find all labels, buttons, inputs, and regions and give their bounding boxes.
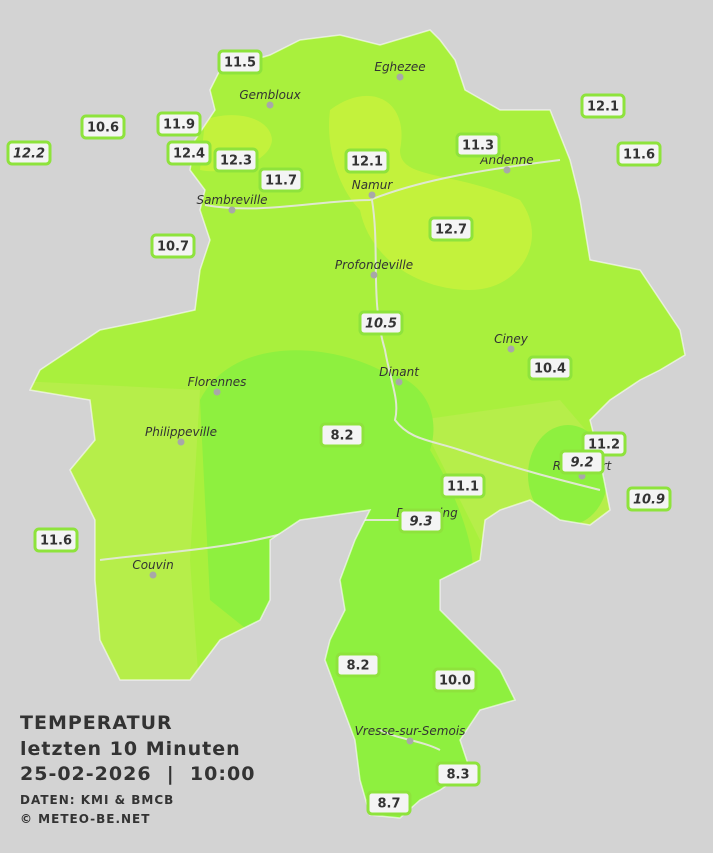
station-box	[319, 422, 365, 448]
station-box	[626, 486, 672, 512]
city-dot	[507, 345, 515, 353]
station-box	[428, 216, 474, 242]
station-value: 11.3	[462, 139, 494, 154]
city-dot	[213, 388, 221, 396]
city-label: Eghezee	[374, 60, 425, 74]
city-label: Philippeville	[145, 425, 217, 439]
station-value: 11.9	[163, 118, 195, 133]
station-box	[335, 652, 381, 678]
city-dot	[406, 737, 414, 745]
station-value: 12.7	[435, 223, 467, 238]
city-dot	[396, 73, 404, 81]
station-value: 11.7	[265, 174, 297, 189]
zone	[200, 350, 520, 818]
station-box	[344, 148, 390, 174]
city-dot	[177, 438, 185, 446]
city-dot	[370, 271, 378, 279]
station-value: 8.2	[330, 429, 353, 444]
station-box	[80, 114, 126, 140]
city-label: Florennes	[188, 375, 247, 389]
zone	[329, 95, 532, 290]
station-box	[166, 140, 212, 166]
station-value: 10.4	[534, 362, 566, 377]
city-dot	[228, 206, 236, 214]
station-box	[435, 761, 481, 787]
station-box	[559, 449, 605, 475]
station-value: 10.5	[365, 317, 397, 332]
station-box	[440, 473, 486, 499]
station-value: 8.3	[446, 768, 469, 783]
station-value: 10.6	[87, 121, 119, 136]
station-box	[366, 790, 412, 816]
station-box	[616, 141, 662, 167]
source: DATEN: KMI & BMCB	[20, 793, 174, 807]
city-label: Gembloux	[239, 88, 301, 102]
station-value: 10.7	[157, 240, 189, 255]
station-box	[156, 111, 202, 137]
city-dot	[368, 191, 376, 199]
city-dot	[503, 166, 511, 174]
station-box	[213, 147, 259, 173]
city-label: Profondeville	[335, 258, 413, 272]
city-label: Namur	[352, 178, 394, 192]
station-box	[150, 233, 196, 259]
station-value: 8.2	[346, 659, 369, 674]
river	[99, 159, 601, 751]
cities: EghezeeGemblouxAndenneNamurSambrevillePr…	[132, 60, 613, 745]
city-dot	[395, 378, 403, 386]
station-value: 11.6	[623, 148, 655, 163]
title: TEMPERATUR	[20, 712, 173, 734]
city-label: Ciney	[494, 332, 529, 346]
city-dot	[266, 101, 274, 109]
station-value: 12.1	[351, 155, 383, 170]
station-value: 10.9	[633, 493, 665, 508]
station-value: 12.2	[13, 147, 45, 162]
station-box	[33, 527, 79, 553]
station-box	[258, 167, 304, 193]
city-label: Dinant	[379, 365, 420, 379]
timestamp: 25-02-2026 | 10:00	[20, 763, 255, 785]
station-box	[580, 93, 626, 119]
station-box	[358, 310, 404, 336]
station-value: 11.2	[588, 438, 620, 453]
copyright: © METEO-BE.NET	[20, 812, 150, 826]
station-box	[6, 140, 52, 166]
station-value: 12.3	[220, 154, 252, 169]
station-box	[432, 667, 478, 693]
city-dot	[149, 571, 157, 579]
station-value: 11.1	[447, 480, 479, 495]
station-value: 9.2	[570, 456, 593, 471]
station-value: 11.5	[224, 56, 256, 71]
station-value: 9.3	[409, 515, 432, 530]
station-value: 11.6	[40, 534, 72, 549]
station-box	[455, 132, 501, 158]
station-value: 10.0	[439, 674, 471, 689]
stations: 11.5 10.6 11.9 12.2 12.4 12.3 11.7 12.1 11.3 12.1…	[6, 49, 672, 816]
city-label: Couvin	[132, 558, 173, 572]
city-label: Vresse-sur-Semois	[355, 724, 466, 738]
station-box	[398, 508, 444, 534]
station-box	[217, 49, 263, 75]
city-label: Sambreville	[196, 193, 267, 207]
station-value: 8.7	[377, 797, 400, 812]
station-value: 12.4	[173, 147, 205, 162]
subtitle: letzten 10 Minuten	[20, 738, 241, 760]
station-box	[527, 355, 573, 381]
station-value: 12.1	[587, 100, 619, 115]
